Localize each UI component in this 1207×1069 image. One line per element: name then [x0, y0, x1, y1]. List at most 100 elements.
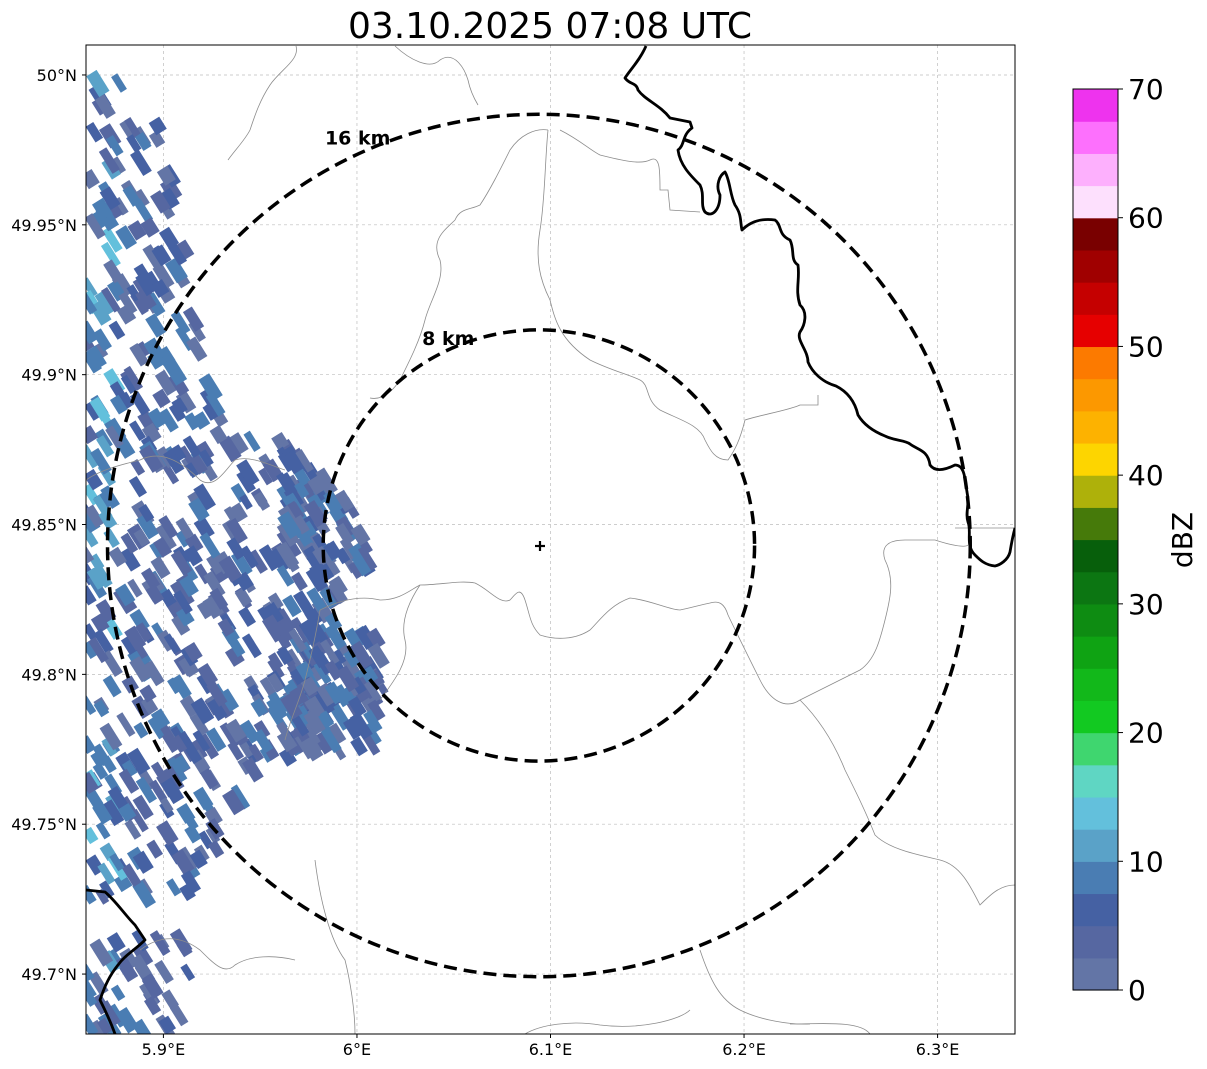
chart-title: 03.10.2025 07:08 UTC [348, 6, 752, 47]
colorbar-band [1073, 732, 1118, 766]
echo-cell [171, 397, 188, 415]
echo-cell [96, 1017, 113, 1034]
echo-cell [120, 532, 139, 554]
echo-cell [118, 768, 140, 794]
echo-cell [200, 767, 219, 790]
echo-cell [138, 503, 155, 523]
colorbar-tick-label: 0 [1128, 974, 1146, 1007]
colorbar-band [1073, 282, 1118, 315]
echo-cell [92, 563, 113, 589]
echo-cell [118, 802, 137, 822]
colorbar-band [1073, 829, 1118, 862]
echo-cell [89, 938, 114, 967]
echo-cell [250, 698, 268, 718]
echo-cell [280, 693, 303, 720]
echo-cell [132, 880, 156, 909]
echo-cell [218, 435, 242, 463]
colorbar-band [1073, 153, 1118, 187]
echo-cell [285, 648, 302, 669]
echo-cell [151, 244, 172, 267]
echo-cell [86, 69, 110, 98]
echo-cell [319, 710, 335, 728]
echo-cell [182, 435, 202, 458]
echo-cell [169, 928, 193, 956]
echo-cell [86, 122, 104, 143]
colorbar-tick-label: 10 [1128, 845, 1164, 878]
border-line [537, 129, 819, 461]
echo-cell [202, 594, 225, 620]
echo-cell [88, 637, 109, 664]
echo-cell [116, 304, 137, 325]
echo-cell [109, 381, 126, 400]
echo-cell [86, 623, 98, 641]
echo-cell [171, 674, 192, 700]
echo-cell [150, 556, 171, 580]
echo-cell [183, 545, 203, 567]
echo-cell [135, 271, 157, 297]
echo-cell [143, 996, 162, 1016]
echo-cell [121, 863, 142, 887]
lat-tick-label: 49.95°N [11, 216, 77, 235]
echo-cell [115, 225, 138, 250]
colorbar-band [1073, 475, 1118, 508]
echo-cell [180, 963, 196, 982]
echo-cell [306, 587, 327, 612]
echo-cell [86, 641, 98, 660]
echo-cell [108, 320, 126, 340]
echo-cell [304, 695, 326, 720]
echo-cell [266, 696, 288, 722]
echo-cell [86, 290, 98, 315]
echo-cell [94, 94, 116, 119]
echo-cell [139, 444, 164, 473]
echo-cell [135, 287, 157, 312]
echo-cell [248, 743, 264, 762]
echo-cell [130, 458, 146, 476]
border-line [227, 45, 297, 161]
border-line [86, 455, 286, 483]
echo-cell [289, 668, 305, 686]
echo-cell [350, 523, 371, 546]
echo-cell [129, 343, 149, 367]
echo-cell [350, 736, 368, 757]
echo-cell [354, 624, 378, 650]
echo-cell [99, 880, 115, 899]
echo-cell [130, 149, 152, 177]
echo-cell [100, 241, 121, 268]
echo-cell [206, 555, 223, 575]
echo-cell [128, 475, 147, 498]
echo-cell [178, 574, 199, 598]
echo-cell [203, 570, 226, 599]
echo-cell [175, 517, 194, 540]
colorbar-band [1073, 249, 1118, 283]
echo-cell [114, 583, 136, 607]
echo-cell [86, 585, 97, 606]
echo-cell [145, 313, 167, 338]
echo-cell [184, 533, 204, 554]
echo-cell [120, 635, 138, 655]
echo-cell [86, 347, 105, 369]
echo-cell [229, 502, 248, 523]
colorbar-band [1073, 893, 1118, 927]
echo-cell [253, 720, 271, 740]
echo-cell [131, 929, 149, 952]
echo-cell [259, 676, 276, 696]
echo-cell [236, 469, 256, 494]
lat-tick-label: 49.7°N [21, 965, 77, 984]
range-ring [321, 328, 757, 763]
echo-cell [135, 622, 153, 643]
echo-cell [173, 589, 193, 615]
echo-cell [278, 747, 297, 767]
echo-cell [159, 797, 174, 814]
border-line [369, 129, 549, 399]
echo-cell [188, 497, 210, 522]
echo-cell [131, 695, 152, 719]
echo-cell [182, 306, 205, 332]
echo-cell [159, 187, 180, 210]
echo-cell [86, 401, 101, 421]
echo-cell [92, 801, 113, 825]
echo-cell [218, 555, 243, 583]
range-ring [105, 112, 972, 979]
echo-cell [166, 878, 182, 897]
latitude-ticks: 49.7°N 49.75°N 49.8°N 49.85°N 49.9°N 49.95°N 5… [11, 66, 86, 984]
echo-cell [94, 291, 115, 316]
